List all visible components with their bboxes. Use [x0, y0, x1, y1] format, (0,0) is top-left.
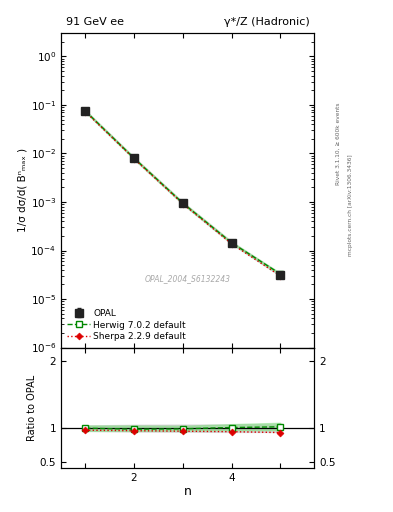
Sherpa 2.2.9 default — [229, 241, 234, 247]
X-axis label: n: n — [184, 485, 192, 498]
Herwig 7.0.2 default — [229, 240, 234, 246]
Text: mcplots.cern.ch [arXiv:1306.3436]: mcplots.cern.ch [arXiv:1306.3436] — [348, 154, 353, 255]
Sherpa 2.2.9 default — [278, 273, 283, 279]
Legend: OPAL, Herwig 7.0.2 default, Sherpa 2.2.9 default: OPAL, Herwig 7.0.2 default, Sherpa 2.2.9… — [65, 307, 188, 343]
Herwig 7.0.2 default — [278, 271, 283, 277]
Herwig 7.0.2 default — [180, 200, 185, 206]
Herwig 7.0.2 default — [132, 155, 136, 161]
Herwig 7.0.2 default — [83, 108, 88, 114]
Y-axis label: 1/σ dσ/d( Bⁿₘₐₓ ): 1/σ dσ/d( Bⁿₘₐₓ ) — [18, 148, 28, 232]
Line: Herwig 7.0.2 default: Herwig 7.0.2 default — [82, 108, 283, 277]
Line: Sherpa 2.2.9 default: Sherpa 2.2.9 default — [83, 109, 283, 279]
Text: 91 GeV ee: 91 GeV ee — [66, 17, 124, 27]
Y-axis label: Ratio to OPAL: Ratio to OPAL — [27, 375, 37, 441]
Text: Rivet 3.1.10, ≥ 600k events: Rivet 3.1.10, ≥ 600k events — [336, 102, 341, 185]
Text: OPAL_2004_S6132243: OPAL_2004_S6132243 — [145, 274, 231, 283]
Sherpa 2.2.9 default — [180, 201, 185, 207]
Sherpa 2.2.9 default — [132, 156, 136, 162]
Text: γ*/Z (Hadronic): γ*/Z (Hadronic) — [224, 17, 309, 27]
Sherpa 2.2.9 default — [83, 109, 88, 115]
